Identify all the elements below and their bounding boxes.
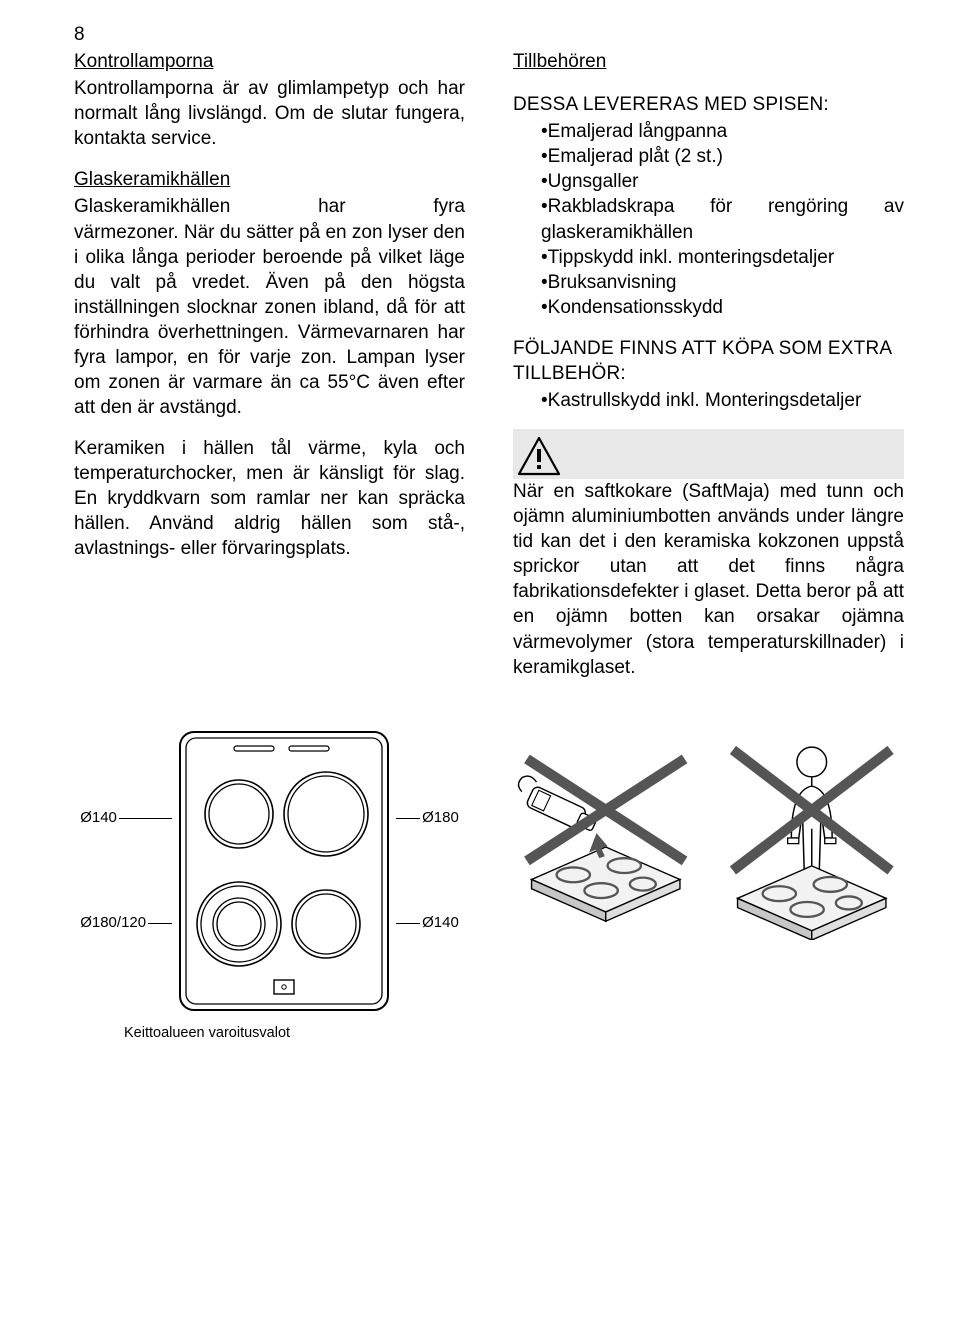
list-delivered: Emaljerad långpannaEmaljerad plåt (2 st.… xyxy=(513,119,904,320)
intro-b: har xyxy=(318,194,345,219)
hob-diagram xyxy=(174,726,394,1016)
label-tl: Ø140 xyxy=(80,808,174,828)
list-item: Rakbladskrapa för rengöring av glaskeram… xyxy=(513,194,904,244)
warning-icon-row xyxy=(513,429,904,479)
list-item: Tippskydd inkl. monteringsdetaljer xyxy=(513,245,904,270)
left-column: Kontrollamporna Kontrollamporna är av gl… xyxy=(74,49,465,690)
label-br-text: Ø140 xyxy=(422,913,459,933)
list-item: Emaljerad plåt (2 st.) xyxy=(513,144,904,169)
labels-left: Ø140 Ø180/120 xyxy=(80,726,174,1016)
label-tr: Ø180 xyxy=(394,808,459,828)
hob-wrap: Ø140 Ø180/120 xyxy=(80,726,459,1016)
list-item: Emaljerad långpanna xyxy=(513,119,904,144)
list-extras: Kastrullskydd inkl. Monteringsdetaljer xyxy=(513,388,904,413)
warning-box: När en saftkokare (SaftMaja) med tunn oc… xyxy=(513,429,904,680)
safety-no-standing-icon xyxy=(719,736,905,940)
paragraph-glaskeramik-1: Glaskeramikhällen har fyra värmezoner. N… xyxy=(74,194,465,420)
section-title-kontrollamporna: Kontrollamporna xyxy=(74,49,465,74)
safety-no-scraper-icon xyxy=(513,745,699,931)
safety-figures xyxy=(513,736,904,940)
list-item: Kondensationsskydd xyxy=(513,295,904,320)
label-br: Ø140 xyxy=(394,913,459,933)
figures-row: Ø140 Ø180/120 xyxy=(74,726,904,1043)
label-tr-text: Ø180 xyxy=(422,808,459,828)
list-item: Kastrullskydd inkl. Monteringsdetaljer xyxy=(513,388,904,413)
intro-a: Glaskeramikhällen xyxy=(74,194,230,219)
warning-triangle-icon xyxy=(513,434,565,478)
sec2-body: värmezoner. När du sätter på en zon lyse… xyxy=(74,222,465,419)
intro-c: fyra xyxy=(433,194,465,219)
two-column-layout: Kontrollamporna Kontrollamporna är av gl… xyxy=(74,49,904,690)
label-tl-text: Ø140 xyxy=(80,808,117,828)
section-title-glaskeramikhallen: Glaskeramikhällen xyxy=(74,167,465,192)
list-title-delivered: DESSA LEVERERAS MED SPISEN: xyxy=(513,92,904,117)
list-item: Ugnsgaller xyxy=(513,169,904,194)
paragraph-glaskeramik-2: Keramiken i hällen tål värme, kyla och t… xyxy=(74,436,465,561)
list-title-extras: FÖLJANDE FINNS ATT KÖPA SOM EXTRA TILLBE… xyxy=(513,336,904,386)
page-number: 8 xyxy=(74,22,904,47)
warning-text: När en saftkokare (SaftMaja) med tunn oc… xyxy=(513,479,904,680)
label-bl-text: Ø180/120 xyxy=(80,913,146,933)
right-column: Tillbehören DESSA LEVERERAS MED SPISEN: … xyxy=(513,49,904,690)
labels-right: Ø180 Ø140 xyxy=(394,726,459,1016)
hob-figure-group: Ø140 Ø180/120 xyxy=(74,726,465,1043)
paragraph-kontrollamporna: Kontrollamporna är av glimlampetyp och h… xyxy=(74,76,465,151)
section-title-tillbehoren: Tillbehören xyxy=(513,49,904,74)
label-bl: Ø180/120 xyxy=(80,913,174,933)
hob-caption: Keittoalueen varoitusvalot xyxy=(74,1024,465,1043)
list-item: Bruksanvisning xyxy=(513,270,904,295)
